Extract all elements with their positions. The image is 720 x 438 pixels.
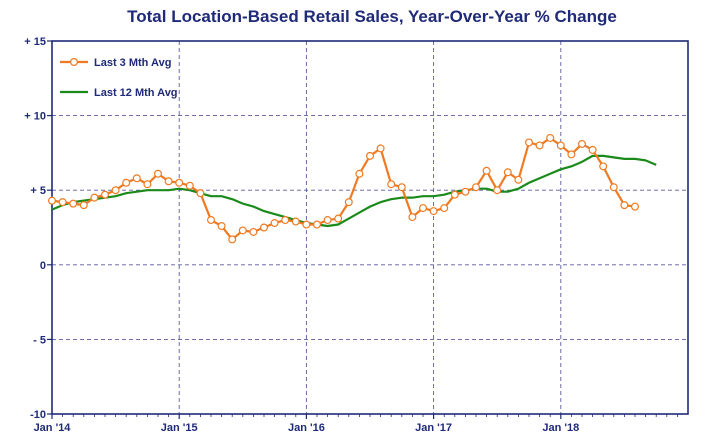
point-last-3-mth-avg bbox=[100, 190, 109, 199]
point-last-3-mth-avg bbox=[376, 144, 385, 153]
legend-label-last-3-mth-avg: Last 3 Mth Avg bbox=[94, 57, 171, 69]
point-last-3-mth-avg bbox=[69, 199, 78, 208]
point-last-3-mth-avg bbox=[429, 207, 438, 216]
point-last-3-mth-avg bbox=[408, 213, 417, 222]
x-tick-label: Jan '16 bbox=[288, 422, 325, 434]
y-tick-label: -10 bbox=[30, 409, 46, 421]
legend: Last 3 Mth Avg Last 12 Mth Avg bbox=[60, 57, 178, 99]
point-last-3-mth-avg bbox=[366, 151, 375, 160]
point-last-3-mth-avg bbox=[302, 220, 311, 229]
point-last-3-mth-avg bbox=[132, 174, 141, 183]
point-last-3-mth-avg bbox=[514, 175, 523, 184]
point-last-3-mth-avg bbox=[599, 162, 608, 171]
point-last-3-mth-avg bbox=[440, 204, 449, 213]
point-last-3-mth-avg bbox=[472, 183, 481, 192]
x-tick-label: Jan '14 bbox=[34, 422, 72, 434]
x-axis-ticks: Jan '14 Jan '15 Jan '16 Jan '17 Jan '18 bbox=[34, 414, 678, 434]
x-tick-label: Jan '18 bbox=[542, 422, 579, 434]
chart-title: Total Location-Based Retail Sales, Year-… bbox=[127, 7, 617, 26]
point-last-3-mth-avg bbox=[291, 217, 300, 226]
point-last-3-mth-avg bbox=[228, 235, 237, 244]
point-last-3-mth-avg bbox=[419, 204, 428, 213]
point-last-3-mth-avg bbox=[249, 227, 258, 236]
point-last-3-mth-avg bbox=[143, 180, 152, 189]
point-last-3-mth-avg bbox=[397, 183, 406, 192]
legend-label-last-12-mth-avg: Last 12 Mth Avg bbox=[94, 87, 178, 99]
point-last-3-mth-avg bbox=[387, 180, 396, 189]
point-last-3-mth-avg bbox=[524, 138, 533, 147]
series-line-last-3-mth-avg bbox=[51, 136, 636, 241]
point-last-3-mth-avg bbox=[313, 220, 322, 229]
y-tick-label: + 15 bbox=[24, 36, 46, 48]
point-last-3-mth-avg bbox=[217, 222, 226, 231]
point-last-3-mth-avg bbox=[482, 166, 491, 175]
y-tick-label: 0 bbox=[40, 260, 46, 272]
point-last-3-mth-avg bbox=[535, 141, 544, 150]
point-last-3-mth-avg bbox=[122, 178, 131, 187]
point-last-3-mth-avg bbox=[609, 183, 618, 192]
point-last-3-mth-avg bbox=[47, 196, 56, 205]
x-tick-label: Jan '15 bbox=[161, 422, 198, 434]
point-last-3-mth-avg bbox=[334, 214, 343, 223]
point-last-3-mth-avg bbox=[79, 201, 88, 210]
point-last-3-mth-avg bbox=[207, 216, 216, 225]
y-tick-label: - 5 bbox=[33, 334, 46, 346]
point-last-3-mth-avg bbox=[154, 169, 163, 178]
point-last-3-mth-avg bbox=[630, 202, 639, 211]
point-last-3-mth-avg bbox=[175, 178, 184, 187]
point-last-3-mth-avg bbox=[577, 139, 586, 148]
point-last-3-mth-avg bbox=[238, 226, 247, 235]
point-last-3-mth-avg bbox=[344, 198, 353, 207]
point-last-3-mth-avg bbox=[493, 186, 502, 195]
point-last-3-mth-avg bbox=[111, 186, 120, 195]
point-last-3-mth-avg bbox=[90, 193, 99, 202]
series-layer bbox=[47, 133, 657, 244]
legend-marker-last-3-mth-avg bbox=[69, 57, 78, 66]
y-axis-ticks: + 15 + 10 + 5 0 - 5 -10 bbox=[24, 36, 52, 421]
point-last-3-mth-avg bbox=[503, 168, 512, 177]
point-last-3-mth-avg bbox=[567, 150, 576, 159]
series-line-last-12-mth-avg bbox=[51, 154, 657, 228]
point-last-3-mth-avg bbox=[546, 133, 555, 142]
y-tick-label: + 5 bbox=[30, 185, 46, 197]
point-last-3-mth-avg bbox=[556, 141, 565, 150]
point-last-3-mth-avg bbox=[164, 177, 173, 186]
point-last-3-mth-avg bbox=[588, 145, 597, 154]
point-last-3-mth-avg bbox=[260, 223, 269, 232]
x-tick-label: Jan '17 bbox=[415, 422, 452, 434]
point-last-3-mth-avg bbox=[323, 216, 332, 225]
y-tick-label: + 10 bbox=[24, 111, 46, 123]
point-last-3-mth-avg bbox=[185, 181, 194, 190]
point-last-3-mth-avg bbox=[196, 189, 205, 198]
point-last-3-mth-avg bbox=[58, 198, 67, 207]
point-last-3-mth-avg bbox=[461, 187, 470, 196]
point-last-3-mth-avg bbox=[355, 169, 364, 178]
point-last-3-mth-avg bbox=[270, 219, 279, 228]
point-last-3-mth-avg bbox=[450, 190, 459, 199]
point-last-3-mth-avg bbox=[281, 216, 290, 225]
point-last-3-mth-avg bbox=[620, 201, 629, 210]
